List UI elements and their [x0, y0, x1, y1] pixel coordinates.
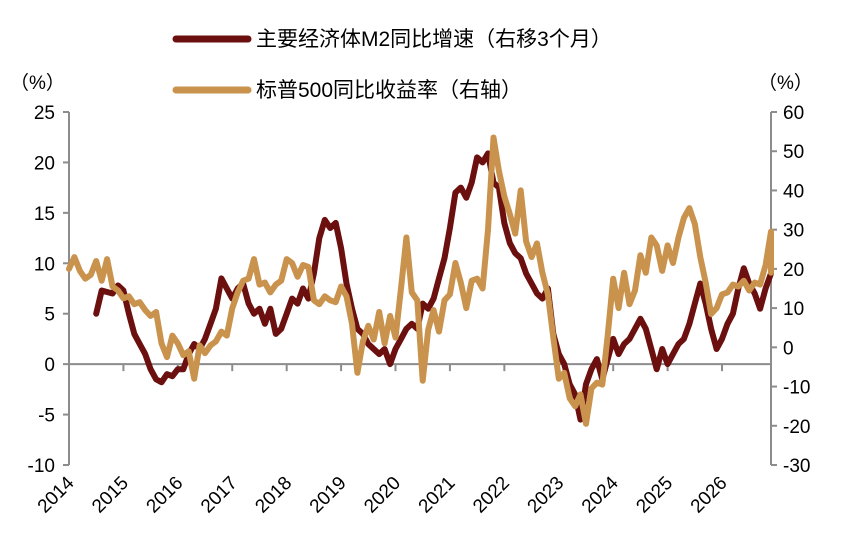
- right-tick-label: 30: [783, 221, 804, 242]
- left-tick-label: 10: [34, 254, 55, 275]
- left-tick-label: 0: [44, 355, 55, 376]
- legend-label-m2: 主要经济体M2同比增速（右移3个月）: [256, 28, 612, 51]
- x-tick-label: 2022: [469, 473, 514, 518]
- right-axis-unit: （%）: [758, 72, 813, 94]
- x-tick-label: 2021: [415, 473, 460, 518]
- x-tick-label: 2019: [306, 473, 351, 518]
- x-tick-label: 2026: [687, 473, 732, 518]
- x-tick-label: 2020: [360, 473, 405, 518]
- x-tick-label: 2023: [524, 473, 569, 518]
- legend-label-sp500: 标普500同比收益率（右轴）: [256, 79, 522, 102]
- x-tick-label: 2015: [88, 473, 133, 518]
- left-tick-label: 15: [34, 204, 55, 225]
- right-tick-label: 50: [783, 142, 804, 163]
- right-tick-label: -20: [783, 417, 810, 438]
- series-sp500-line: [66, 134, 774, 427]
- legend-item-sp500: 标普500同比收益率（右轴）: [172, 79, 522, 102]
- plot-lines: [66, 134, 774, 427]
- x-tick-label: 2014: [34, 472, 79, 517]
- left-tick-label: -5: [38, 406, 55, 427]
- left-tick-label: 25: [34, 103, 55, 124]
- right-tick-label: -10: [783, 378, 810, 399]
- left-tick-label: 20: [34, 153, 55, 174]
- right-tick-label: 0: [783, 338, 794, 359]
- legend: 主要经济体M2同比增速（右移3个月） 标普500同比收益率（右轴）: [172, 28, 612, 102]
- x-tick-label: 2017: [197, 473, 242, 518]
- legend-item-m2: 主要经济体M2同比增速（右移3个月）: [172, 28, 612, 51]
- x-tick-label: 2016: [143, 473, 188, 518]
- left-axis-unit: （%）: [10, 72, 65, 94]
- right-tick-label: -30: [783, 456, 810, 477]
- left-tick-label: -10: [28, 456, 55, 477]
- right-tick-label: 20: [783, 260, 804, 281]
- series-m2-line: [93, 150, 774, 423]
- x-tick-label: 2025: [632, 473, 677, 518]
- x-tick-label: 2024: [578, 472, 623, 517]
- left-tick-label: 5: [44, 305, 55, 326]
- x-tick-label: 2018: [251, 473, 296, 518]
- right-tick-label: 60: [783, 103, 804, 124]
- right-tick-label: 10: [783, 299, 804, 320]
- right-tick-label: 40: [783, 181, 804, 202]
